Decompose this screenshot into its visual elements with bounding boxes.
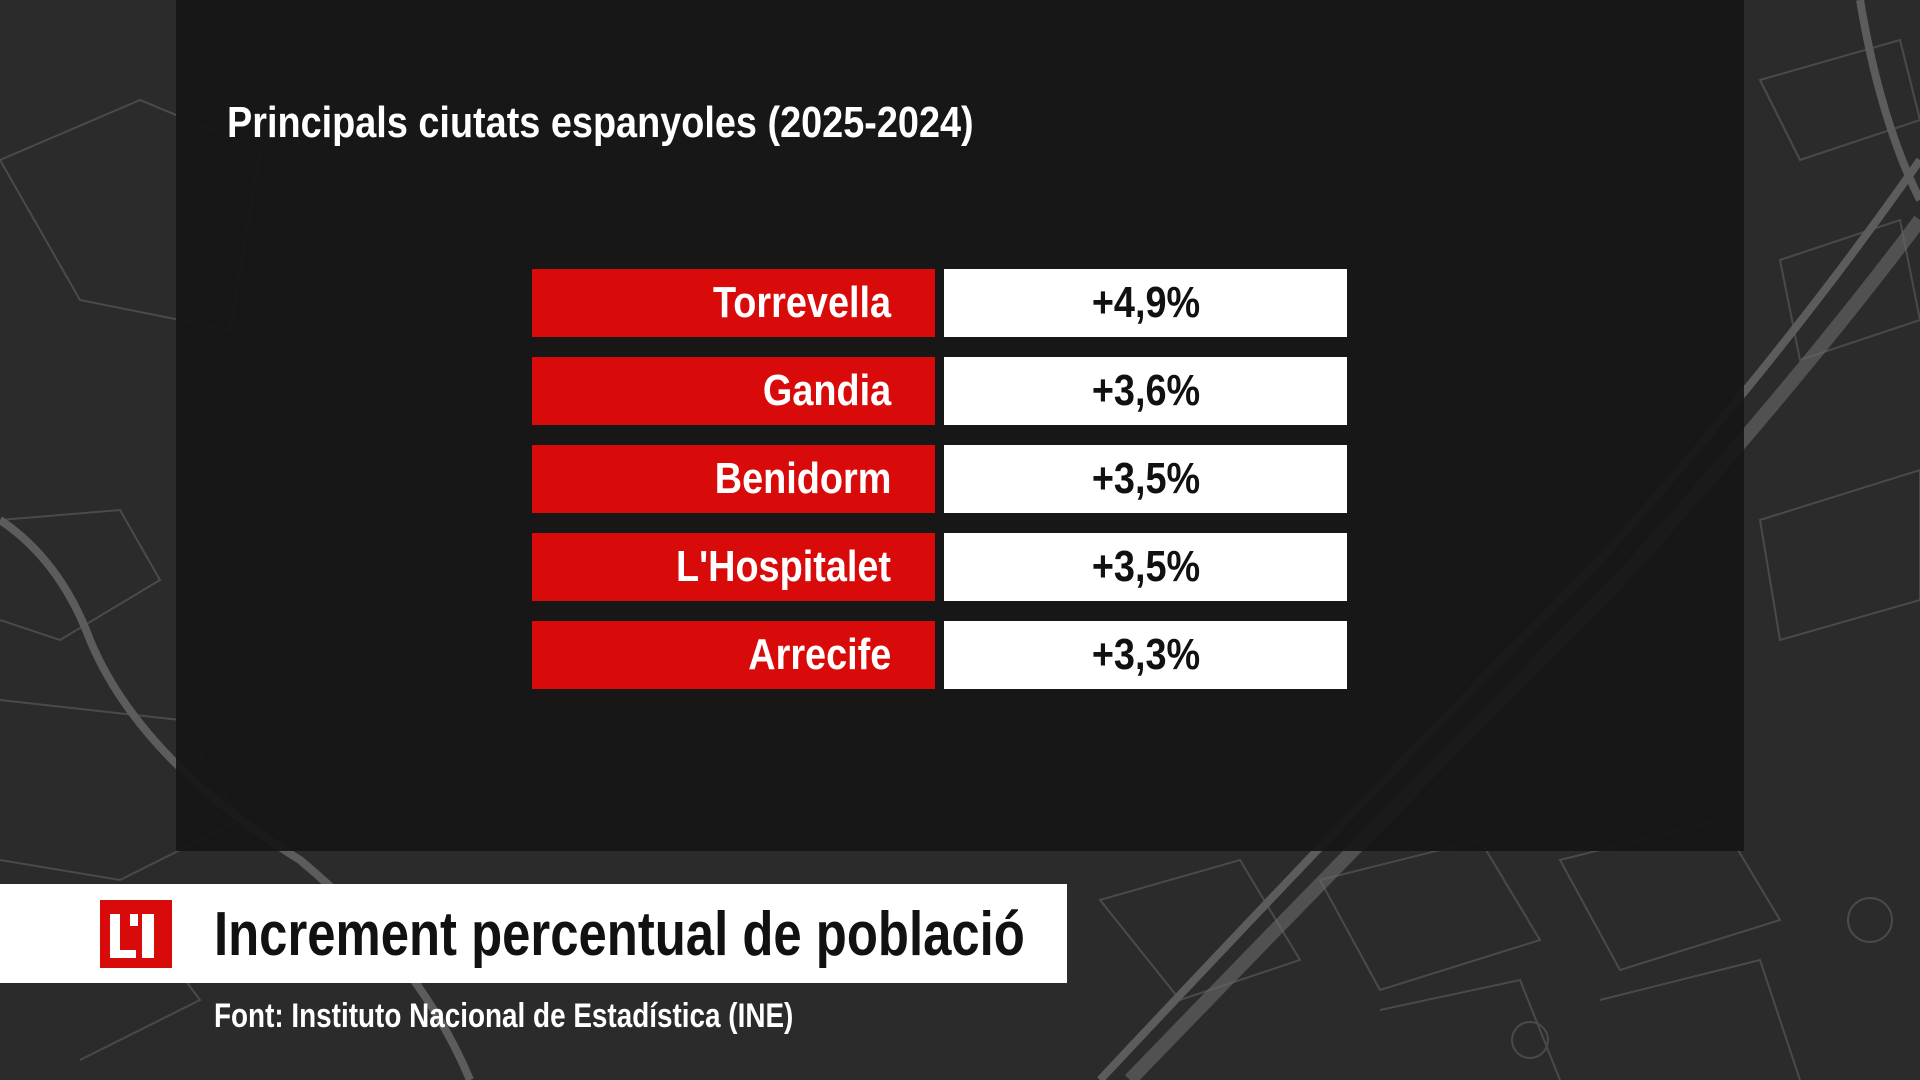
source-credit: Font: Instituto Nacional de Estadística … xyxy=(214,997,794,1035)
table-row: Benidorm +3,5% xyxy=(532,445,1347,513)
city-label-text: Gandia xyxy=(762,366,891,415)
value-cell: +4,9% xyxy=(944,269,1347,337)
table-row: Torrevella +4,9% xyxy=(532,269,1347,337)
value-label: +3,6% xyxy=(1091,366,1200,415)
city-label-text: Benidorm xyxy=(714,454,891,503)
value-cell: +3,5% xyxy=(944,445,1347,513)
city-label: L'Hospitalet xyxy=(532,533,935,601)
city-label: Benidorm xyxy=(532,445,935,513)
city-label-text: Arrecife xyxy=(747,630,891,679)
value-label: +3,5% xyxy=(1091,454,1200,503)
city-label-text: L'Hospitalet xyxy=(675,542,891,591)
value-label: +3,5% xyxy=(1091,542,1200,591)
value-cell: +3,3% xyxy=(944,621,1347,689)
value-label: +3,3% xyxy=(1091,630,1200,679)
city-label: Gandia xyxy=(532,357,935,425)
city-label: Arrecife xyxy=(532,621,935,689)
table-row: Arrecife +3,3% xyxy=(532,621,1347,689)
chart-title: Principals ciutats espanyoles (2025-2024… xyxy=(227,98,974,147)
chart-panel xyxy=(176,0,1744,851)
brand-logo xyxy=(100,900,172,968)
value-cell: +3,6% xyxy=(944,357,1347,425)
table-row: Gandia +3,6% xyxy=(532,357,1347,425)
value-label: +4,9% xyxy=(1091,278,1200,327)
value-cell: +3,5% xyxy=(944,533,1347,601)
table-row: L'Hospitalet +3,5% xyxy=(532,533,1347,601)
city-label-text: Torrevella xyxy=(712,278,891,327)
lower-third-band xyxy=(0,884,1067,983)
lower-third-title: Increment percentual de població xyxy=(214,899,1025,969)
city-label: Torrevella xyxy=(532,269,935,337)
